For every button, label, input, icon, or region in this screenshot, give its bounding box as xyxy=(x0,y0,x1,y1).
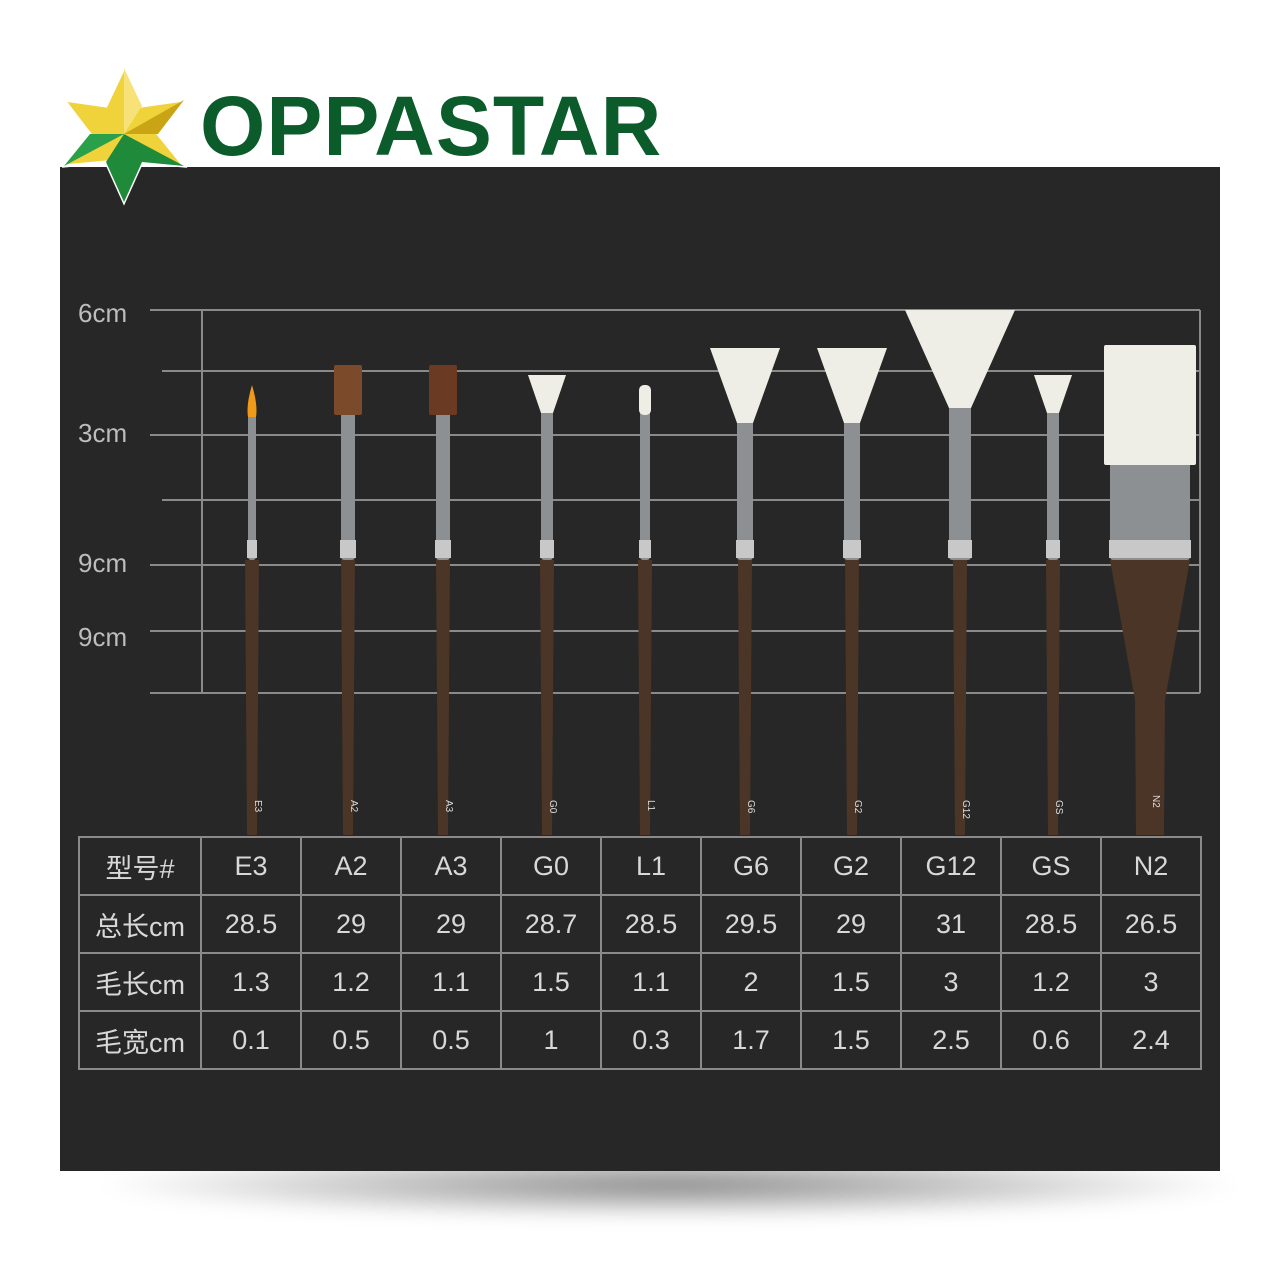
table-cell: 29 xyxy=(400,894,502,954)
table-cell: 29.5 xyxy=(700,894,802,954)
brush-label: G0 xyxy=(547,800,558,814)
table-cell: 0.3 xyxy=(600,1010,702,1070)
scale-label: 9cm xyxy=(78,622,128,652)
table-cell: 1.7 xyxy=(700,1010,802,1070)
brush-l1: L1 xyxy=(638,385,656,835)
scale-label: 6cm xyxy=(78,298,128,328)
brush-label: A3 xyxy=(443,800,454,813)
table-cell: 26.5 xyxy=(1100,894,1202,954)
table-cell: E3 xyxy=(200,836,302,896)
table-row: 毛宽cm 0.1 0.5 0.5 1 0.3 1.7 1.5 2.5 0.6 2.4 xyxy=(78,1010,1202,1070)
table-cell: 0.6 xyxy=(1000,1010,1102,1070)
table-cell: 0.5 xyxy=(400,1010,502,1070)
brush-label: N2 xyxy=(1150,795,1161,808)
table-cell: 1.1 xyxy=(600,952,702,1012)
star-logo-icon xyxy=(60,64,188,206)
table-cell: 2.4 xyxy=(1100,1010,1202,1070)
table-cell: 1.2 xyxy=(300,952,402,1012)
row-header: 型号# xyxy=(78,836,202,896)
table-cell: G12 xyxy=(900,836,1002,896)
brush-label: G12 xyxy=(960,800,971,819)
table-cell: 1.1 xyxy=(400,952,502,1012)
table-cell: 0.1 xyxy=(200,1010,302,1070)
table-row: 型号# E3 A2 A3 G0 L1 G6 G2 G12 GS N2 xyxy=(78,836,1202,896)
table-cell: 28.5 xyxy=(1000,894,1102,954)
table-cell: 1.3 xyxy=(200,952,302,1012)
row-header: 毛长cm xyxy=(78,952,202,1012)
brush-label: E3 xyxy=(252,800,263,813)
table-cell: GS xyxy=(1000,836,1102,896)
table-cell: 1.5 xyxy=(500,952,602,1012)
brush-label: A2 xyxy=(348,800,359,813)
table-cell: G0 xyxy=(500,836,602,896)
table-cell: 29 xyxy=(300,894,402,954)
brush-e3: E3 xyxy=(245,385,263,835)
table-cell: 3 xyxy=(900,952,1002,1012)
table-cell: L1 xyxy=(600,836,702,896)
table-cell: 2 xyxy=(700,952,802,1012)
brush-a2: A2 xyxy=(334,365,362,835)
table-cell: N2 xyxy=(1100,836,1202,896)
table-cell: 1.5 xyxy=(800,952,902,1012)
table-cell: 1.5 xyxy=(800,1010,902,1070)
brush-n2: N2 xyxy=(1104,345,1196,835)
table-cell: G6 xyxy=(700,836,802,896)
table-cell: 1 xyxy=(500,1010,602,1070)
brush-g2: G2 xyxy=(817,348,887,835)
brush-label: GS xyxy=(1053,800,1064,815)
brush-label: G2 xyxy=(852,800,863,814)
table-cell: 1.2 xyxy=(1000,952,1102,1012)
table-cell: 0.5 xyxy=(300,1010,402,1070)
brush-g6: G6 xyxy=(710,348,780,835)
table-row: 毛长cm 1.3 1.2 1.1 1.5 1.1 2 1.5 3 1.2 3 xyxy=(78,952,1202,1012)
brush-label: L1 xyxy=(645,800,656,812)
table-cell: A3 xyxy=(400,836,502,896)
row-header: 总长cm xyxy=(78,894,202,954)
table-cell: A2 xyxy=(300,836,402,896)
brush-gs: GS xyxy=(1034,375,1072,835)
table-cell: 31 xyxy=(900,894,1002,954)
table-cell: 2.5 xyxy=(900,1010,1002,1070)
brand-name: OPPASTAR xyxy=(200,79,663,173)
table-row: 总长cm 28.5 29 29 28.7 28.5 29.5 29 31 28.5 26.5 xyxy=(78,894,1202,954)
brush-g0: G0 xyxy=(528,375,566,835)
table-cell: 28.5 xyxy=(200,894,302,954)
brand-logo: OPPASTAR xyxy=(60,64,712,206)
spec-table: 型号# E3 A2 A3 G0 L1 G6 G2 G12 GS N2 总长cm 28.5 29 29 28.7… xyxy=(78,836,1202,1070)
scale-label: 9cm xyxy=(78,548,128,578)
scale-label: 3cm xyxy=(78,418,128,448)
row-header: 毛宽cm xyxy=(78,1010,202,1070)
table-cell: 29 xyxy=(800,894,902,954)
table-cell: 3 xyxy=(1100,952,1202,1012)
table-cell: 28.7 xyxy=(500,894,602,954)
brush-label: G6 xyxy=(745,800,756,814)
brush-g12: G12 xyxy=(905,310,1015,835)
table-cell: G2 xyxy=(800,836,902,896)
table-cell: 28.5 xyxy=(600,894,702,954)
brush-a3: A3 xyxy=(429,365,457,835)
